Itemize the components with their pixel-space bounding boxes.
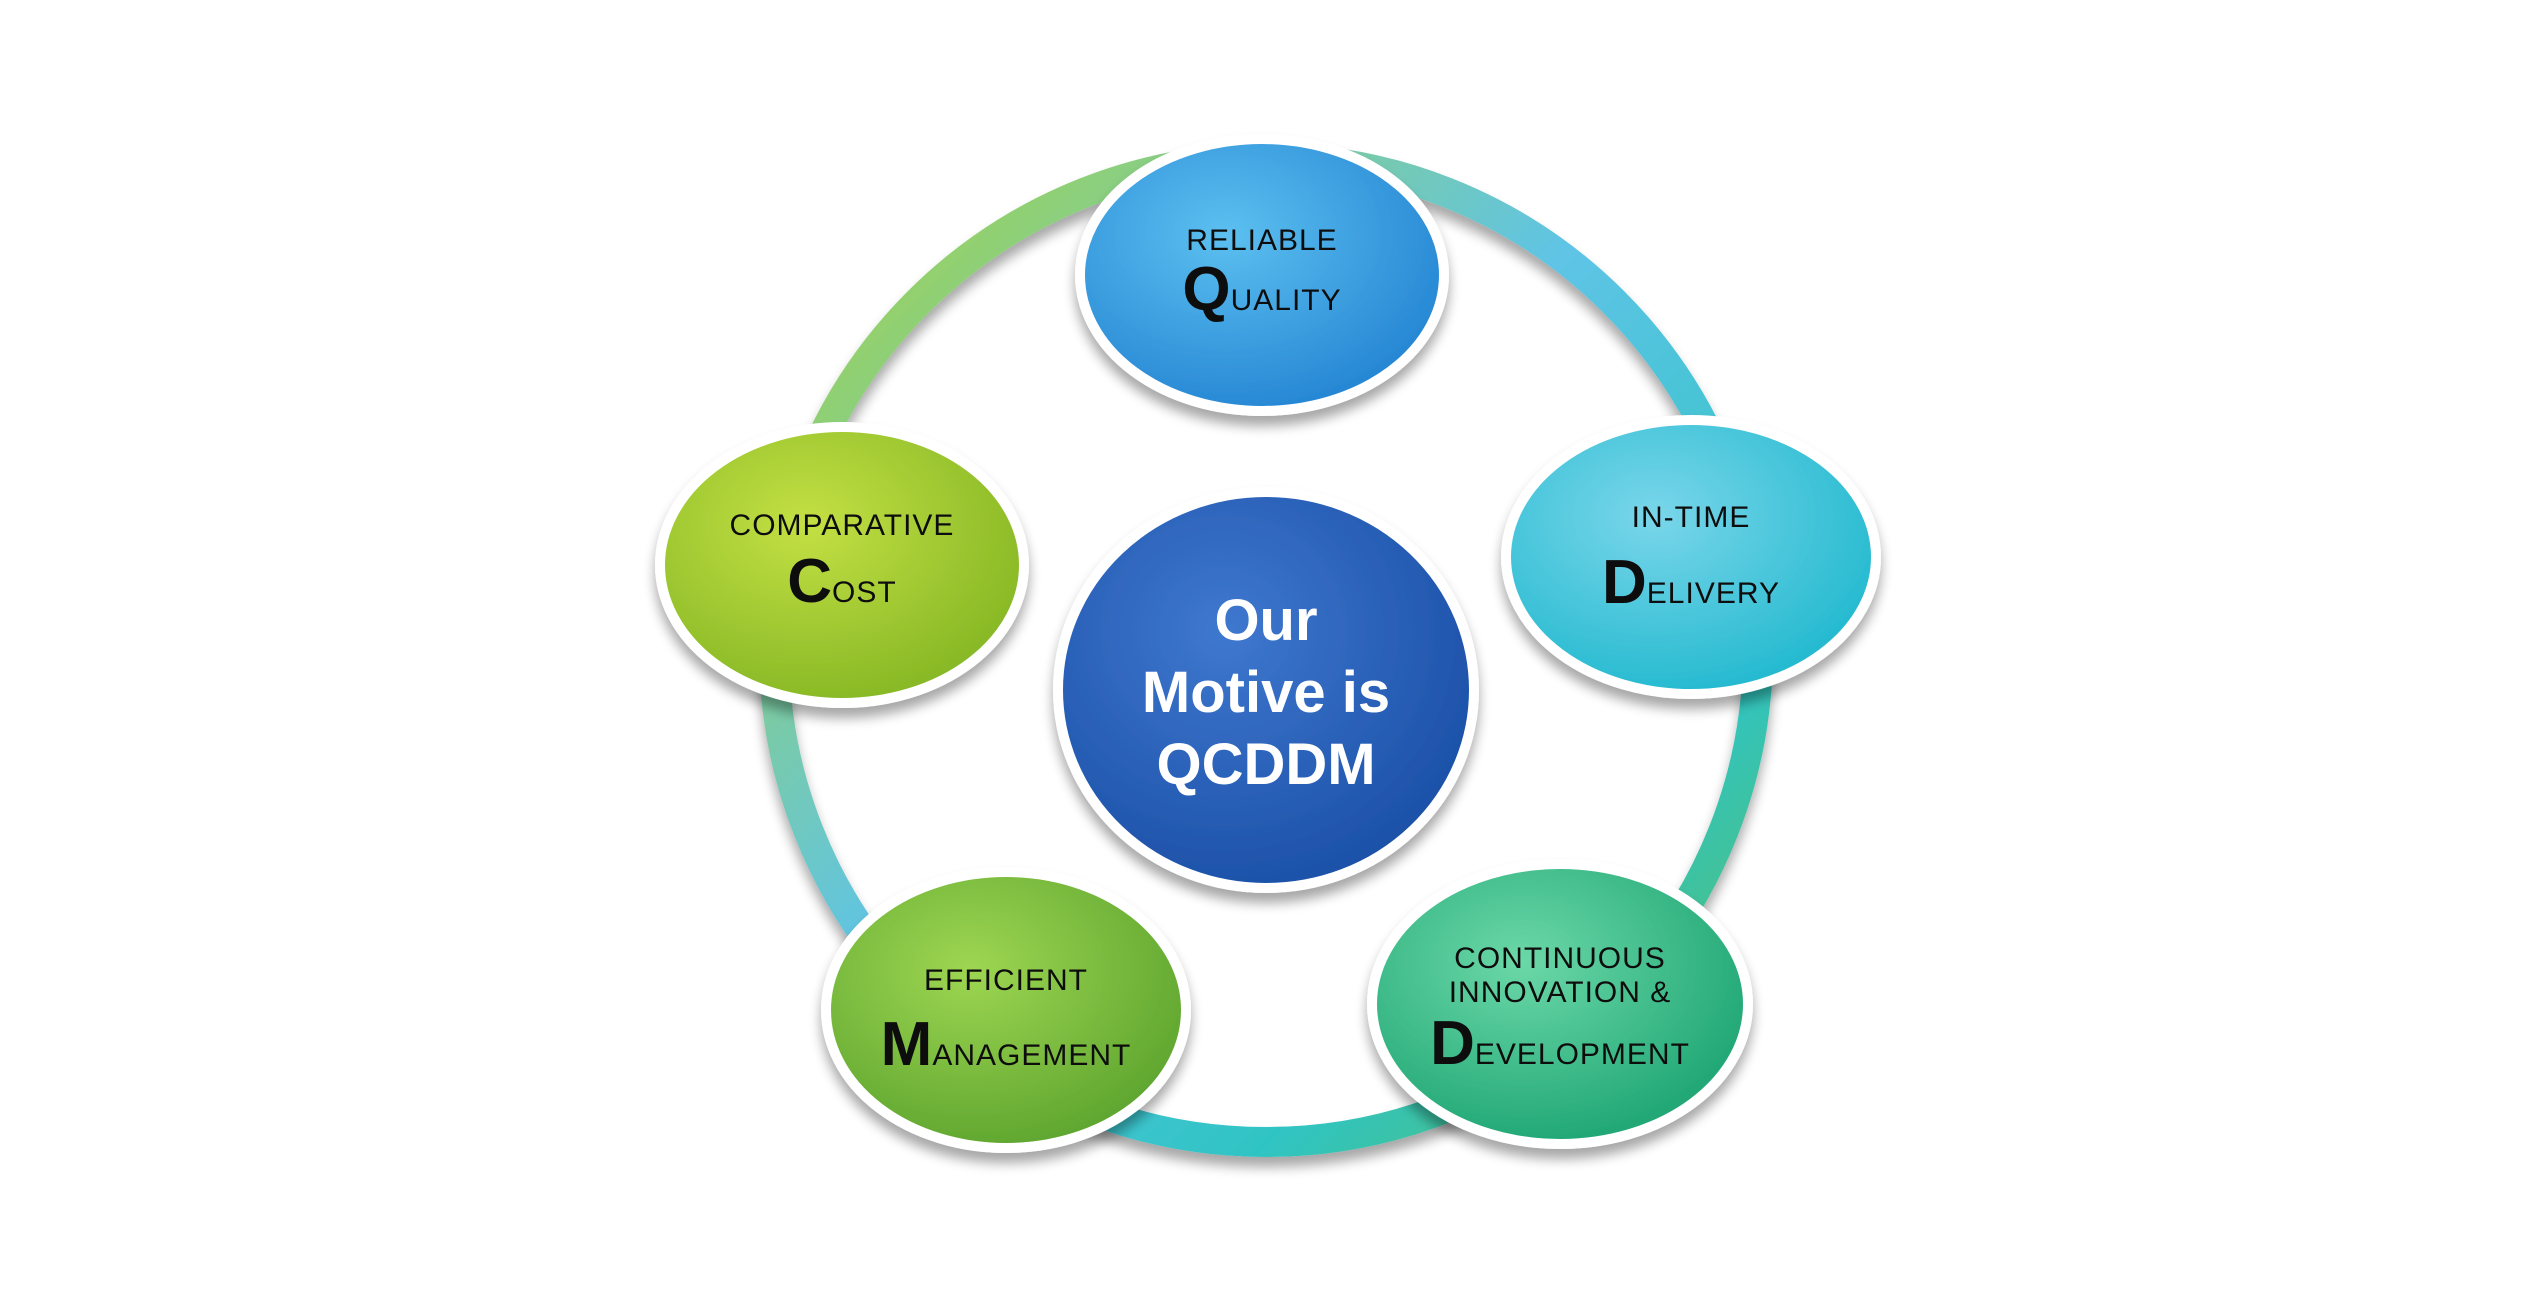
node-quality-initial: Q bbox=[1182, 255, 1230, 324]
ellipse-node-icon bbox=[1501, 415, 1881, 699]
node-cost-top-line: COMPARATIVE bbox=[730, 509, 955, 542]
svg-text:QUALITY: QUALITY bbox=[1182, 255, 1341, 324]
ellipse-node-icon bbox=[1367, 859, 1753, 1149]
node-development-rest: EVELOPMENT bbox=[1475, 1038, 1690, 1071]
ellipse-node-icon bbox=[655, 422, 1029, 708]
node-quality-rest: UALITY bbox=[1231, 284, 1342, 317]
node-management: EFFICIENT MANAGEMENT bbox=[821, 867, 1191, 1153]
center-line-2: Motive is bbox=[1142, 660, 1390, 725]
center-line-1: Our bbox=[1214, 588, 1317, 653]
node-management-initial: M bbox=[881, 1010, 933, 1079]
node-management-top-line: EFFICIENT bbox=[924, 964, 1088, 997]
ellipse-node-icon bbox=[1075, 134, 1449, 416]
center-line-3: QCDDM bbox=[1156, 732, 1375, 797]
node-cost-initial: C bbox=[787, 547, 832, 616]
center-circle: Our Motive is QCDDM bbox=[1053, 487, 1479, 893]
svg-text:DELIVERY: DELIVERY bbox=[1602, 548, 1780, 617]
ellipse-node-icon bbox=[821, 867, 1191, 1153]
svg-text:MANAGEMENT: MANAGEMENT bbox=[881, 1010, 1132, 1079]
node-quality: RELIABLE QUALITY bbox=[1075, 134, 1449, 416]
node-development-initial: D bbox=[1430, 1009, 1475, 1078]
node-delivery-top-line: IN-TIME bbox=[1632, 501, 1751, 534]
node-delivery-initial: D bbox=[1602, 548, 1647, 617]
node-cost-rest: OST bbox=[832, 576, 897, 609]
svg-text:DEVELOPMENT: DEVELOPMENT bbox=[1430, 1009, 1690, 1078]
svg-text:COST: COST bbox=[787, 547, 896, 616]
node-development-top-line-2: INNOVATION & bbox=[1449, 976, 1672, 1009]
node-quality-top-line: RELIABLE bbox=[1186, 224, 1337, 257]
node-management-rest: ANAGEMENT bbox=[932, 1039, 1131, 1072]
node-development-top-line-1: CONTINUOUS bbox=[1454, 942, 1666, 975]
node-cost: COMPARATIVE COST bbox=[655, 422, 1029, 708]
node-delivery: IN-TIME DELIVERY bbox=[1501, 415, 1881, 699]
node-development: CONTINUOUS INNOVATION & DEVELOPMENT bbox=[1367, 859, 1753, 1149]
node-delivery-rest: ELIVERY bbox=[1647, 577, 1780, 610]
